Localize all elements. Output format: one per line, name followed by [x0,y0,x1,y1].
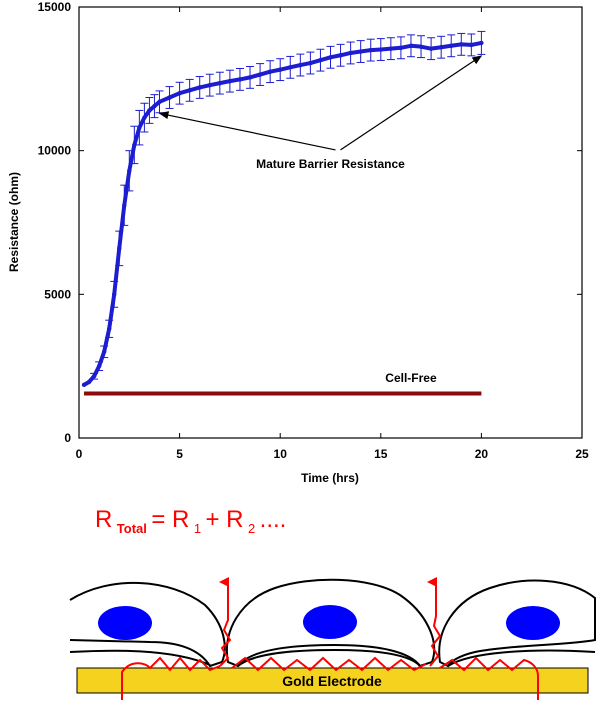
data-point [187,88,192,93]
data-point [449,43,454,48]
y-axis-label: Resistance (ohm) [7,172,21,272]
cell-right-base [447,649,596,667]
data-point [117,246,122,251]
data-point [288,65,293,70]
data-point [438,45,444,50]
annotation-arrow-0-0 [158,111,336,151]
data-point [122,203,127,208]
cell-left [69,581,226,668]
data-point [91,374,97,379]
current-path-right [439,656,539,700]
formula-plus: + R [206,506,244,533]
x-axis-label: Time (hrs) [301,471,359,485]
data-point [348,50,353,56]
annotation-arrow-0-1 [340,55,483,151]
data-point [112,292,117,297]
data-point [378,47,383,52]
formula-equals: = R [151,506,189,533]
cell-right [438,579,596,668]
data-point [368,47,373,53]
data-point [298,62,303,68]
data-point [86,379,92,385]
data-point [167,95,172,100]
nucleus-left [98,606,152,640]
y-axis-ticks: 0 5000 10000 15000 [38,0,582,445]
data-point [459,42,464,47]
data-point [308,60,313,66]
current-path-middle [231,656,427,672]
data-point [207,82,212,88]
data-point [267,69,273,74]
x-tick-label: 25 [575,447,589,461]
data-point [101,349,107,354]
data-point [237,77,243,82]
data-point [328,55,333,60]
data-point [197,85,202,90]
data-point [428,46,434,51]
formula-tail: .... [260,506,287,533]
data-point [257,72,263,77]
x-tick-label: 0 [76,447,83,461]
series-mature-line [83,40,482,387]
annotation-label-1: Cell-Free [385,371,437,385]
y-tick-label: 0 [64,431,71,445]
data-point [147,108,152,113]
annotation-label-0: Mature Barrier Resistance [256,157,405,171]
current-path-left [121,656,221,700]
formula-sub2: 2 [248,521,255,536]
data-point [81,382,87,388]
data-point [152,103,157,109]
data-point [388,46,394,51]
data-point [132,142,137,148]
data-point [127,168,132,173]
data-point [157,99,162,105]
data-point [177,91,182,96]
data-point [479,40,484,46]
resistance-formula: R Total = R 1 + R 2 .... [95,506,286,537]
electrode-label: Gold Electrode [282,673,382,689]
current-paths [121,577,539,700]
resistance-chart: 0 5 10 15 20 25 0 5000 10000 15000 Mature Barrie… [7,0,589,485]
cell-middle [225,578,436,668]
data-point [408,43,414,48]
annotation-layer: Mature Barrier Resistance Cell-Free [158,55,483,385]
data-point [338,53,343,58]
current-path-paracellular-1 [219,577,232,667]
data-point [106,326,112,332]
data-point [358,49,363,54]
y-tick-label: 5000 [44,287,71,301]
x-tick-label: 20 [475,447,489,461]
data-point [137,125,142,130]
data-point [142,115,147,120]
data-point [96,363,102,369]
series-layer [81,30,486,396]
data-point [318,57,323,63]
data-point [398,45,404,51]
cell-left-base [69,649,211,666]
cell-barrier-diagram: R Total = R 1 + R 2 .... Gold Electrode [69,506,596,700]
data-point [418,44,424,49]
x-axis-ticks: 0 5 10 15 20 25 [76,7,589,461]
nucleus-middle [303,605,357,639]
data-point [469,42,474,48]
x-tick-label: 5 [176,447,183,461]
nucleus-right [506,606,560,640]
y-tick-label: 15000 [38,0,72,14]
formula-sub1: 1 [194,521,201,536]
x-tick-label: 15 [374,447,388,461]
plot-frame [78,6,583,439]
data-point [278,67,283,72]
data-point [227,78,233,84]
formula-total-subscript: Total [117,521,147,536]
data-point [247,75,253,80]
formula-r: R [95,506,112,533]
gold-electrode [76,667,589,694]
y-tick-label: 10000 [38,144,72,158]
data-point [217,80,223,86]
current-path-paracellular-2 [427,577,442,667]
cell-middle-base [237,648,421,667]
x-tick-label: 10 [274,447,288,461]
